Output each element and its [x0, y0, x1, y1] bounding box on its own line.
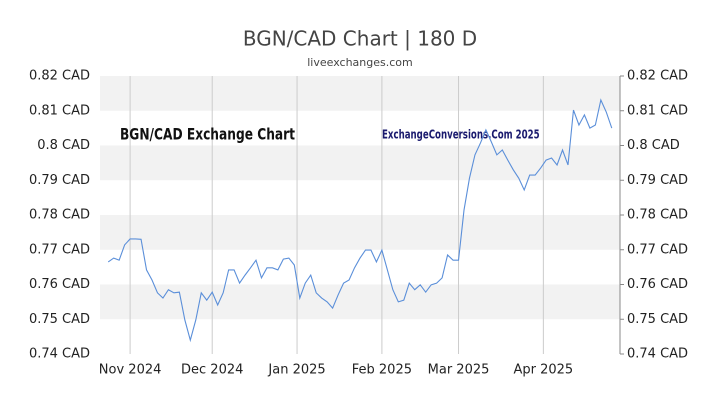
band: [100, 76, 620, 111]
y-tick-label: 0.81 CAD: [29, 103, 90, 118]
line: [107, 98, 613, 343]
x-tick-label: Jan 2025: [267, 363, 325, 378]
y2-tick-label: 0.79 CAD: [627, 173, 688, 188]
y-tick-label: 0.78 CAD: [29, 208, 90, 223]
y-tick-label: 0.74 CAD: [29, 347, 90, 362]
annotation: BGN/CAD Exchange Chart: [120, 125, 296, 143]
y2-tick-label: 0.75 CAD: [627, 312, 688, 327]
y2-tick-label: 0.82 CAD: [627, 69, 688, 84]
x-tick-label: Apr 2025: [514, 363, 574, 378]
band: [100, 145, 620, 181]
x-tick-label: Feb 2025: [352, 363, 412, 378]
band: [100, 284, 620, 320]
x-tick-label: Nov 2024: [99, 363, 162, 378]
y2-tick-label: 0.8 CAD: [627, 138, 680, 153]
y2-tick-label: 0.76 CAD: [627, 277, 688, 292]
band: [100, 215, 620, 250]
y2-tick-label: 0.78 CAD: [627, 208, 688, 223]
y2-tick-label: 0.81 CAD: [627, 103, 688, 118]
y2-tick-label: 0.77 CAD: [627, 242, 688, 257]
y-tick-label: 0.75 CAD: [29, 312, 90, 327]
y-tick-label: 0.77 CAD: [29, 242, 90, 257]
x-tick-label: Dec 2024: [181, 363, 243, 378]
x-tick-label: Mar 2025: [428, 363, 490, 378]
annotation: ExchangeConversions.Com 2025: [382, 128, 540, 142]
chart-title: BGN/CAD Chart | 180 D: [243, 27, 477, 51]
y-tick-label: 0.8 CAD: [37, 138, 90, 153]
chart-subtitle: liveexchanges.com: [307, 56, 412, 69]
y-tick-label: 0.82 CAD: [29, 69, 90, 84]
y-tick-label: 0.79 CAD: [29, 173, 90, 188]
y2-tick-label: 0.74 CAD: [627, 347, 688, 362]
y-tick-label: 0.76 CAD: [29, 277, 90, 292]
